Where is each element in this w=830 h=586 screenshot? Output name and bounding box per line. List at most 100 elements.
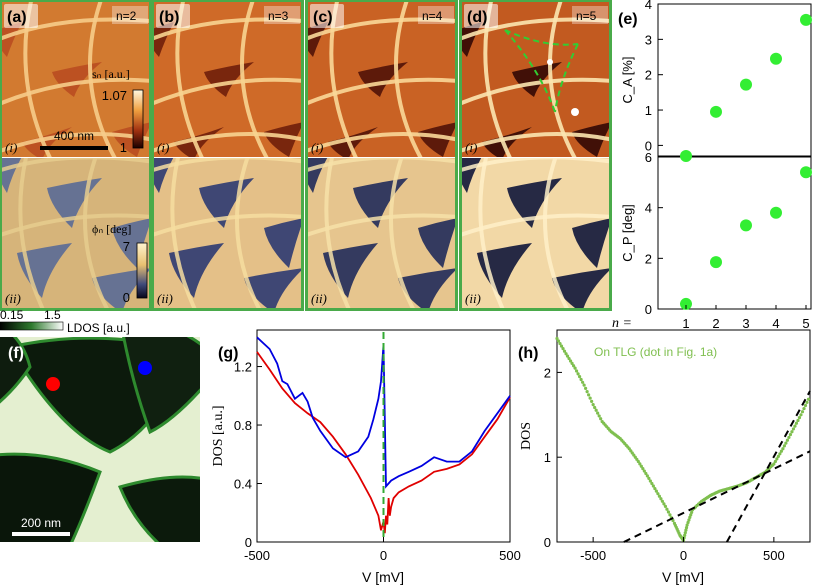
data-point (579, 377, 583, 382)
data-point (684, 528, 688, 532)
row-label-i: (i) (5, 140, 17, 155)
amplitude-colorbar: sₙ [a.u.] 1.07 1 (92, 67, 144, 155)
data-point (797, 416, 802, 420)
data-point (776, 454, 780, 458)
data-point (773, 459, 777, 464)
data-point (570, 361, 574, 365)
data-point (790, 430, 794, 434)
scalebar-400nm: 400 nm (40, 129, 108, 150)
ytick-label: 1 (645, 103, 652, 118)
data-point (659, 497, 663, 501)
ytick-label: 2 (645, 251, 652, 266)
panel-e-xticks: 1 2 3 4 5 (682, 305, 810, 331)
phase-map (308, 158, 455, 308)
data-point (805, 400, 809, 404)
amplitude-colorbar-label: sₙ [a.u.] (92, 67, 130, 81)
phase-colorbar-min: 0 (123, 290, 130, 305)
panel-frame (459, 0, 612, 311)
panel-h-annotation: On TLG (dot in Fig. 1a) (594, 345, 717, 359)
data-point (684, 525, 689, 530)
y-axis-label: C_P [deg] (620, 204, 635, 262)
data-point (647, 476, 651, 480)
data-point (781, 447, 785, 451)
red-dot-marker (46, 377, 60, 391)
data-point (779, 449, 783, 453)
panel-e-n-label: n = (612, 316, 632, 331)
data-point (793, 424, 797, 428)
data-point (561, 347, 565, 351)
panel-e-top-chart: 0 1 2 3 4 C_A [%] (620, 0, 812, 162)
data-point (740, 219, 752, 232)
ytick-label: 1.2 (234, 360, 252, 375)
panel-f-label: (f) (8, 345, 24, 362)
panel-a: (a) n=2 (i) (ii) (0, 0, 152, 311)
harmonic-order: n=2 (116, 9, 137, 23)
data-point (559, 344, 564, 348)
y-axis-label: C_A [%] (620, 57, 635, 104)
ytick-label: 0.4 (234, 477, 252, 492)
data-point (802, 406, 806, 411)
scalebar-400nm-label: 400 nm (54, 129, 94, 143)
panel-d-dashed-outline (504, 29, 579, 116)
near-field-maps: (a) n=2(i)(ii)(b) n=3(i)(ii)(c) n=4(i)(ii)(… (0, 0, 612, 311)
data-point (571, 364, 576, 368)
ytick-label: 0 (544, 535, 551, 550)
data-point (784, 441, 788, 445)
series-blue (256, 336, 511, 489)
data-point (689, 513, 693, 517)
data-point (597, 414, 601, 418)
row-label-i: (i) (311, 140, 323, 155)
ytick-label: 4 (645, 201, 652, 216)
ytick-label: 0 (245, 535, 252, 550)
phase-map (2, 158, 149, 308)
data-point (585, 390, 589, 394)
harmonic-order: n=3 (268, 9, 289, 23)
amplitude-colorbar-max: 1.07 (102, 88, 127, 103)
ytick-label: 6 (645, 150, 652, 165)
data-point (599, 417, 603, 421)
panel-frame (0, 0, 152, 311)
data-point (654, 489, 658, 493)
data-point (791, 427, 796, 431)
data-point (687, 518, 691, 522)
y-axis-label: DOS [a.u.] (211, 405, 226, 466)
data-point (650, 481, 654, 486)
data-point (641, 467, 645, 471)
panel-label: (c) (313, 9, 333, 26)
ytick-label: 3 (645, 32, 652, 47)
data-point (645, 474, 649, 478)
data-point (710, 105, 722, 118)
data-point (581, 380, 585, 384)
data-point (564, 352, 568, 356)
data-point (642, 469, 646, 473)
xtick-label: 500 (763, 548, 785, 563)
data-point (668, 513, 672, 517)
data-point (775, 457, 779, 461)
panel-h: (h) On TLG (dot in Fig. 1a) -500 0 500 0 1 2 V… (518, 329, 811, 585)
data-point (590, 399, 594, 403)
x-axis-label: V [mV] (362, 569, 404, 585)
scalebar-200nm-label: 200 nm (21, 516, 61, 530)
data-point (785, 438, 790, 442)
data-point (662, 502, 666, 506)
y-axis-label: DOS (519, 422, 534, 450)
xtick-label: -500 (244, 548, 270, 563)
data-point (710, 256, 722, 269)
scalebar-200nm (12, 532, 70, 536)
data-point (593, 405, 597, 410)
data-point (653, 486, 657, 491)
data-point (660, 499, 665, 503)
data-point (806, 397, 811, 401)
harmonic-order: n=4 (422, 9, 443, 23)
amplitude-map (308, 2, 455, 157)
panel-e-bottom-chart: 0 2 4 6 C_P [deg] (620, 150, 812, 317)
data-point (800, 410, 805, 414)
data-point (558, 341, 562, 346)
data-point (588, 396, 592, 400)
data-point (800, 166, 812, 179)
ldos-colorbar-min: 0.15 (0, 308, 24, 322)
data-point (788, 432, 793, 437)
row-label-i: (i) (157, 140, 169, 155)
data-point (582, 383, 586, 387)
data-point (770, 52, 782, 65)
